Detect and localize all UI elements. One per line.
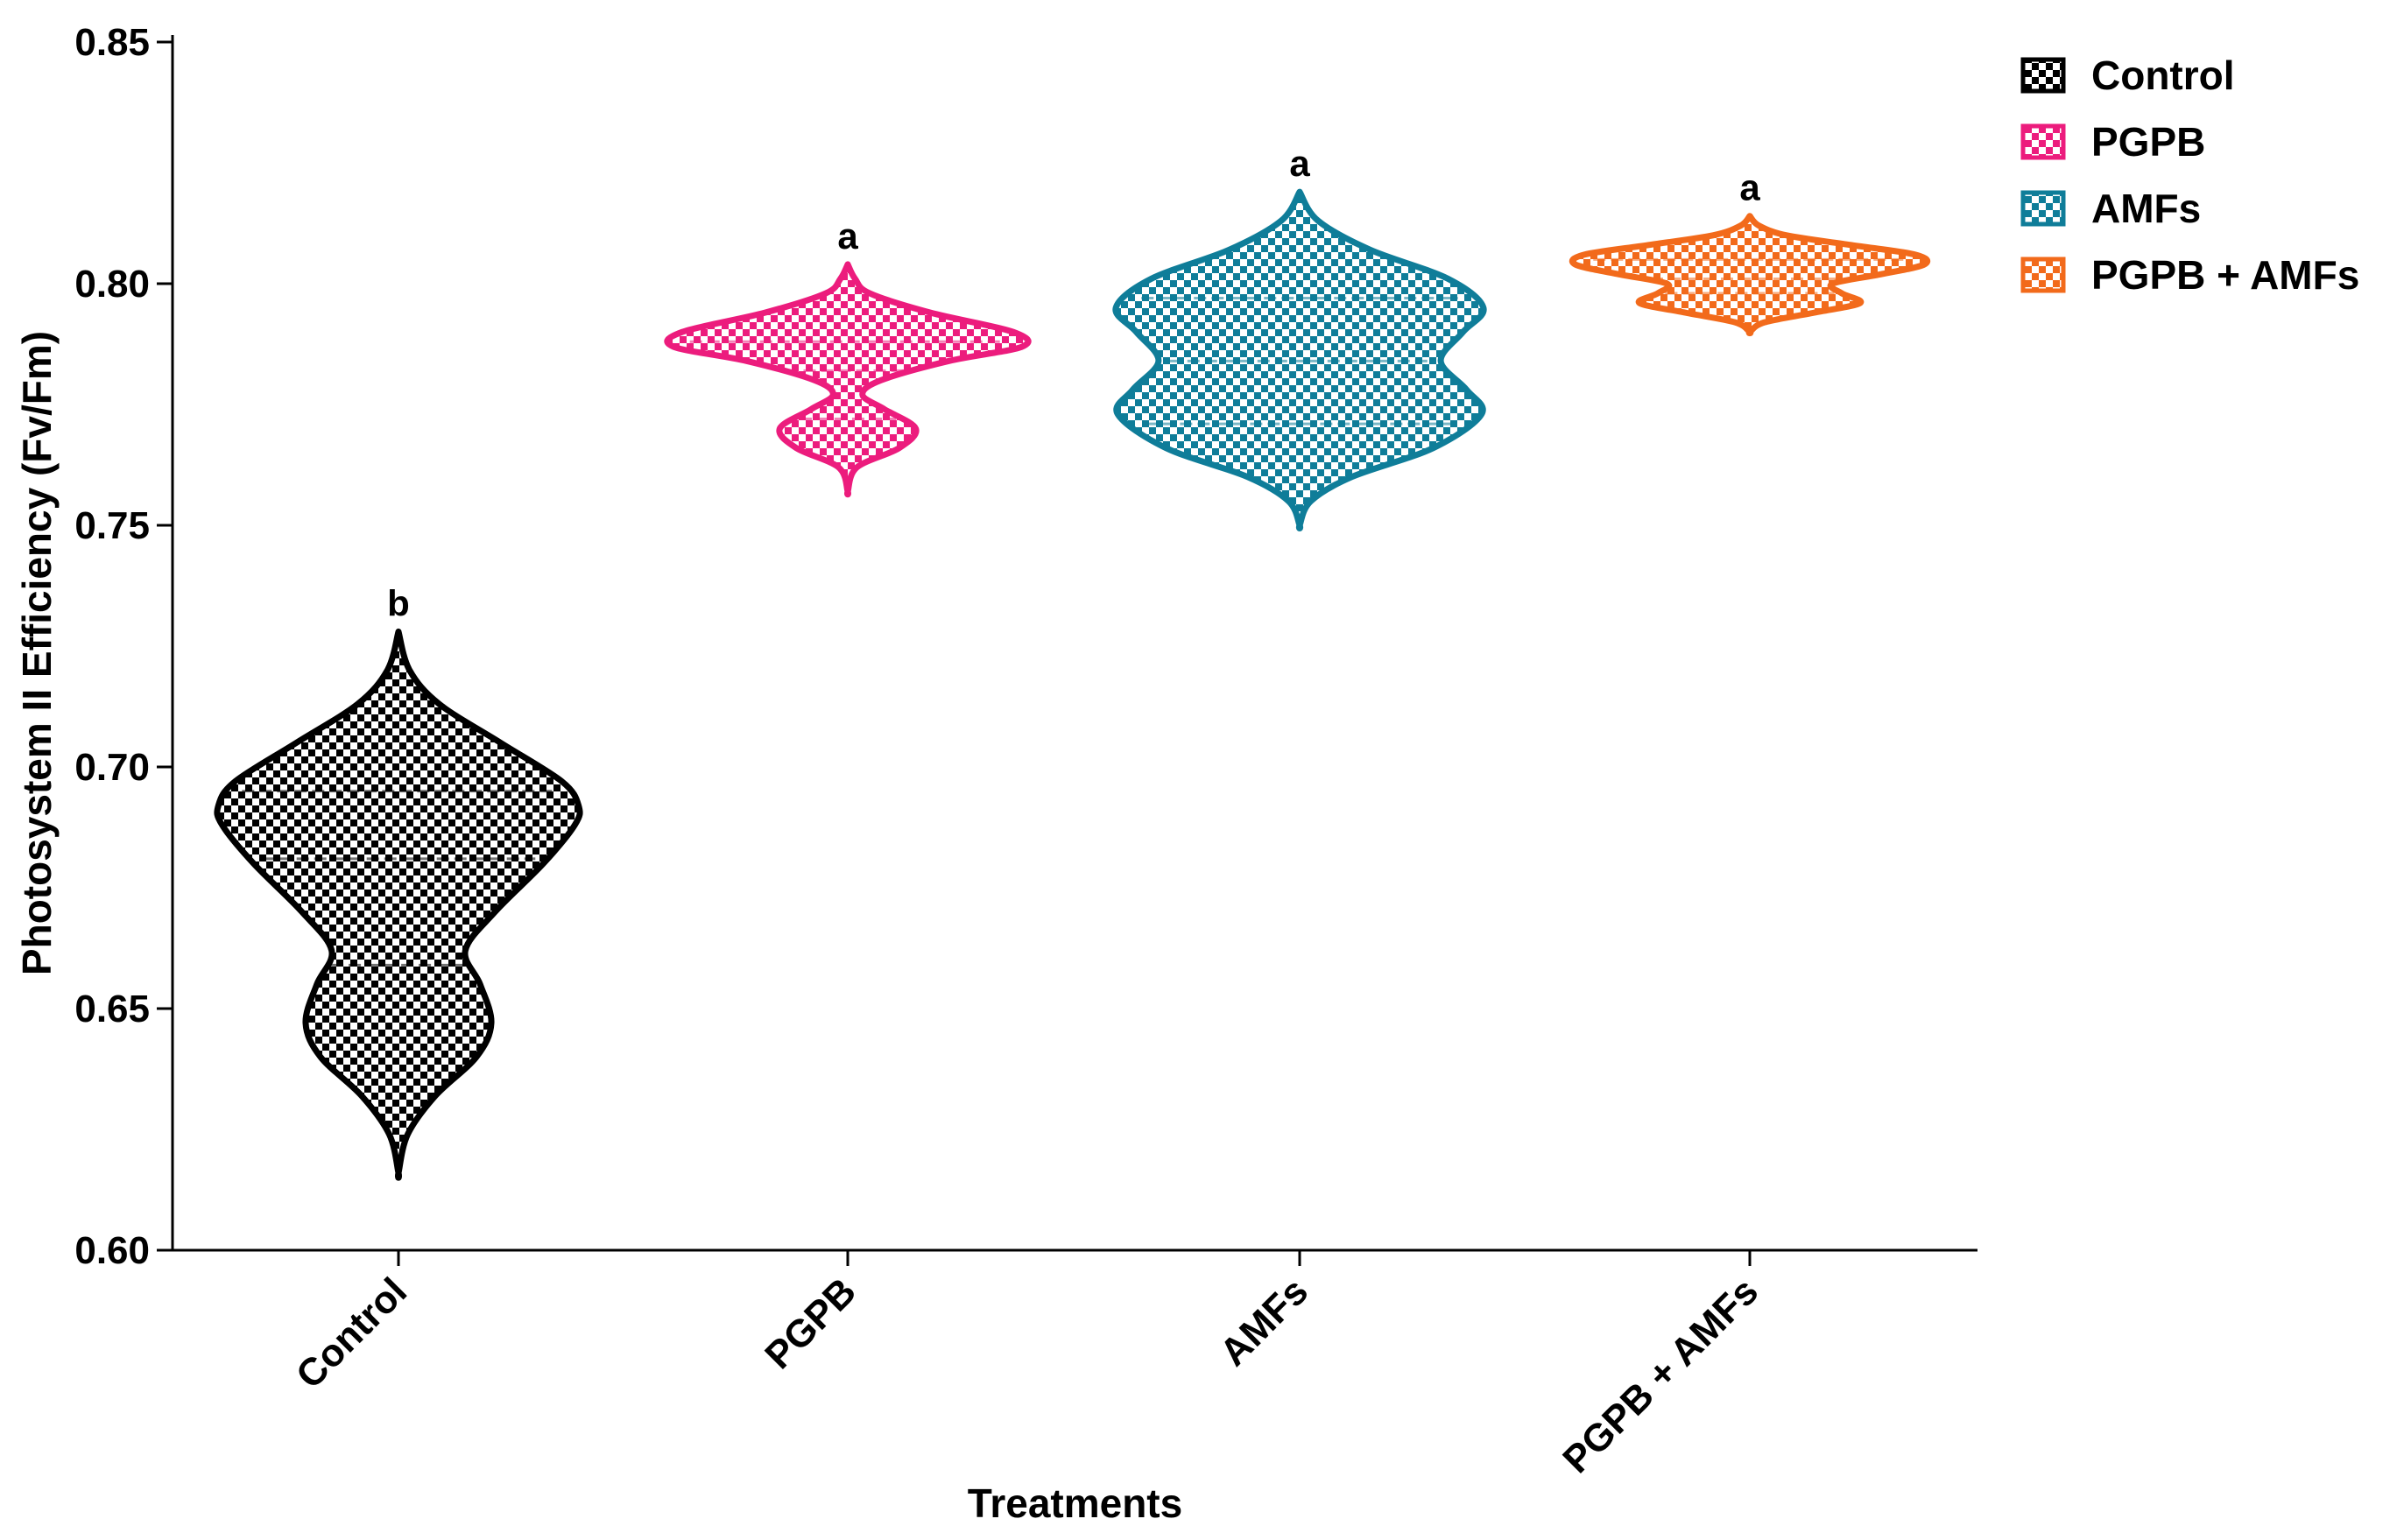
- violin-body: [664, 261, 1032, 498]
- x-tick-label: AMFs: [1212, 1269, 1316, 1374]
- legend-item: PGPB: [2020, 119, 2205, 165]
- violin-pgpb-amfs: a: [1569, 167, 1931, 337]
- y-tick-label: 0.70: [74, 746, 150, 789]
- legend-label: PGPB + AMFs: [2091, 252, 2359, 298]
- y-tick-label: 0.60: [74, 1229, 150, 1272]
- violin-control: b: [214, 582, 583, 1181]
- legend-swatch: [2020, 190, 2066, 227]
- legend-item: AMFs: [2020, 186, 2201, 231]
- significance-label: a: [1289, 143, 1310, 184]
- legend: Control PGPB AMFs PGPB + AMFs: [2020, 53, 2359, 298]
- x-axis-title: Treatments: [968, 1480, 1182, 1526]
- y-tick-label: 0.80: [74, 263, 150, 306]
- x-ticks: Control PGPB AMFs PGPB + AMFs: [288, 1250, 1766, 1481]
- y-tick-label: 0.85: [74, 21, 150, 64]
- violin-pgpb: a: [664, 215, 1032, 498]
- significance-label: a: [1739, 167, 1760, 208]
- violin-amfs: a: [1112, 143, 1487, 531]
- y-tick-label: 0.75: [74, 504, 150, 547]
- significance-label: b: [387, 582, 410, 623]
- x-tick-label: PGPB: [757, 1269, 864, 1377]
- legend-label: PGPB: [2091, 119, 2205, 165]
- violin-body: [1569, 213, 1931, 337]
- y-axis-title: Photosystem II Efficiency (Fv/Fm): [14, 331, 60, 975]
- y-ticks: 0.60 0.65 0.70 0.75 0.80 0.85: [74, 21, 173, 1272]
- legend-swatch: [2020, 57, 2066, 94]
- legend-swatch: [2020, 257, 2066, 293]
- x-tick-label: Control: [288, 1269, 415, 1396]
- violin-body: [214, 628, 583, 1181]
- legend-item: Control: [2020, 53, 2235, 98]
- legend-label: Control: [2091, 53, 2235, 98]
- y-tick-label: 0.65: [74, 988, 150, 1030]
- legend-swatch: [2020, 123, 2066, 160]
- x-tick-label: PGPB + AMFs: [1554, 1269, 1766, 1481]
- significance-label: a: [837, 215, 858, 257]
- legend-label: AMFs: [2091, 186, 2201, 231]
- violin-layer: b a a a: [214, 143, 1931, 1181]
- legend-item: PGPB + AMFs: [2020, 252, 2359, 298]
